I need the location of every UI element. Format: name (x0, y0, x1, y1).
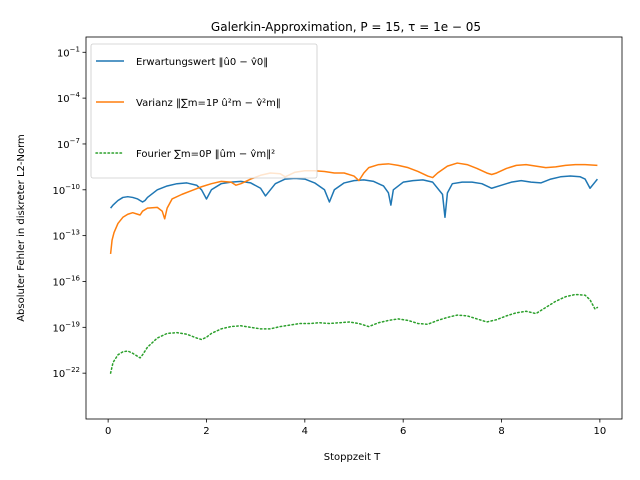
series-line-1 (110, 175, 598, 219)
y-tick-label: 10−7 (57, 137, 80, 151)
legend: Erwartungswert ‖û0 − v̂0‖ Varianz ‖∑m=1P … (90, 43, 318, 179)
y-tick-label: 10−1 (57, 45, 80, 59)
legend-label-1: Erwartungswert ‖û0 − v̂0‖ (136, 56, 268, 68)
y-tick-label: 10−13 (52, 229, 80, 243)
x-tick-label: 2 (203, 426, 209, 437)
y-tick-label: 10−16 (52, 274, 80, 288)
axes-frame (85, 36, 623, 420)
series-line-3 (109, 293, 599, 374)
x-tick-label: 4 (302, 426, 308, 437)
y-axis-label: Absoluter Fehler in diskreter L2-Norm (16, 134, 27, 322)
legend-label-3: Fourier ∑m=0P ‖ûm − v̂m‖² (136, 148, 275, 160)
y-tick-label: 10−10 (52, 183, 80, 197)
x-tick-label: 6 (400, 426, 406, 437)
y-tick-label: 10−4 (57, 91, 81, 105)
chart-title: Galerkin-Approximation, P = 15, τ = 1e −… (211, 20, 481, 34)
x-tick-label: 8 (498, 426, 504, 437)
x-axis: 0 2 4 6 8 10 (105, 419, 606, 437)
x-axis-label: Stoppzeit T (324, 452, 381, 463)
x-tick-label: 0 (105, 426, 111, 437)
legend-label-2: Varianz ‖∑m=1P û²m − v̂²m‖ (136, 97, 281, 109)
y-axis: 10−22 10−19 10−16 10−13 10−10 10−7 10−4 10−1 (52, 45, 86, 380)
y-tick-label: 10−19 (52, 320, 80, 334)
legend-frame (90, 43, 318, 179)
y-tick-label: 10−22 (52, 366, 80, 380)
x-tick-label: 10 (594, 426, 607, 437)
